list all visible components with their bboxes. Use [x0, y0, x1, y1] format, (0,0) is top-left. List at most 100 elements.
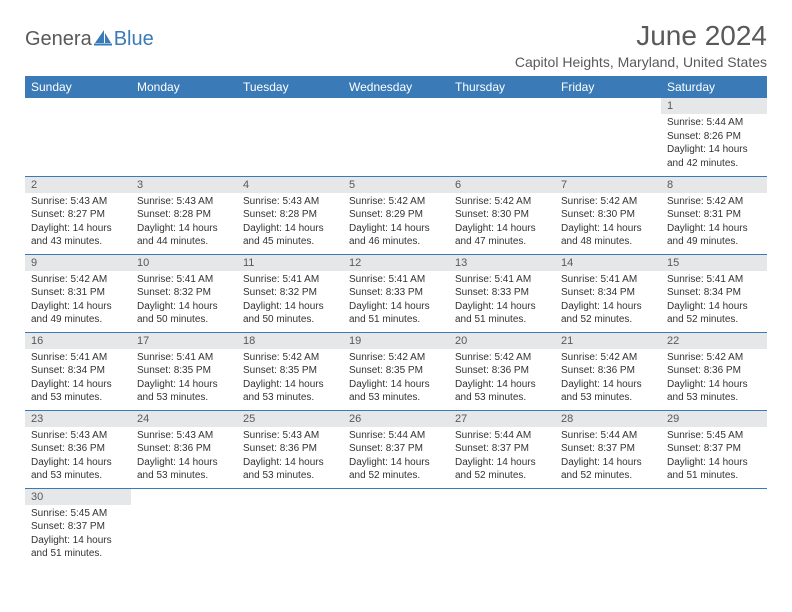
calendar-week: 9Sunrise: 5:42 AMSunset: 8:31 PMDaylight…	[25, 254, 767, 332]
weekday-header: Monday	[131, 76, 237, 98]
calendar-day: 17Sunrise: 5:41 AMSunset: 8:35 PMDayligh…	[131, 332, 237, 410]
day-number: 6	[449, 177, 555, 193]
day-details: Sunrise: 5:42 AMSunset: 8:35 PMDaylight:…	[237, 349, 343, 409]
calendar-body: 1Sunrise: 5:44 AMSunset: 8:26 PMDaylight…	[25, 98, 767, 566]
day-number: 4	[237, 177, 343, 193]
calendar-week: 16Sunrise: 5:41 AMSunset: 8:34 PMDayligh…	[25, 332, 767, 410]
calendar-day: 5Sunrise: 5:42 AMSunset: 8:29 PMDaylight…	[343, 176, 449, 254]
calendar-week: 23Sunrise: 5:43 AMSunset: 8:36 PMDayligh…	[25, 410, 767, 488]
calendar-day: 14Sunrise: 5:41 AMSunset: 8:34 PMDayligh…	[555, 254, 661, 332]
calendar-day: 28Sunrise: 5:44 AMSunset: 8:37 PMDayligh…	[555, 410, 661, 488]
calendar-day: 20Sunrise: 5:42 AMSunset: 8:36 PMDayligh…	[449, 332, 555, 410]
calendar-empty	[661, 488, 767, 566]
calendar-day: 3Sunrise: 5:43 AMSunset: 8:28 PMDaylight…	[131, 176, 237, 254]
calendar-week: 30Sunrise: 5:45 AMSunset: 8:37 PMDayligh…	[25, 488, 767, 566]
calendar-day: 12Sunrise: 5:41 AMSunset: 8:33 PMDayligh…	[343, 254, 449, 332]
day-details: Sunrise: 5:42 AMSunset: 8:31 PMDaylight:…	[661, 193, 767, 253]
calendar-day: 2Sunrise: 5:43 AMSunset: 8:27 PMDaylight…	[25, 176, 131, 254]
calendar-week: 2Sunrise: 5:43 AMSunset: 8:27 PMDaylight…	[25, 176, 767, 254]
calendar-day: 29Sunrise: 5:45 AMSunset: 8:37 PMDayligh…	[661, 410, 767, 488]
weekday-header: Tuesday	[237, 76, 343, 98]
day-number: 28	[555, 411, 661, 427]
day-number: 19	[343, 333, 449, 349]
day-number: 22	[661, 333, 767, 349]
day-details: Sunrise: 5:42 AMSunset: 8:35 PMDaylight:…	[343, 349, 449, 409]
day-details: Sunrise: 5:41 AMSunset: 8:33 PMDaylight:…	[449, 271, 555, 331]
weekday-header: Thursday	[449, 76, 555, 98]
calendar-day: 19Sunrise: 5:42 AMSunset: 8:35 PMDayligh…	[343, 332, 449, 410]
calendar-empty	[343, 488, 449, 566]
day-number: 8	[661, 177, 767, 193]
month-title: June 2024	[515, 20, 767, 52]
day-number: 24	[131, 411, 237, 427]
day-details: Sunrise: 5:42 AMSunset: 8:31 PMDaylight:…	[25, 271, 131, 331]
day-number: 11	[237, 255, 343, 271]
day-number: 13	[449, 255, 555, 271]
day-details: Sunrise: 5:43 AMSunset: 8:28 PMDaylight:…	[131, 193, 237, 253]
day-details: Sunrise: 5:41 AMSunset: 8:33 PMDaylight:…	[343, 271, 449, 331]
day-number: 26	[343, 411, 449, 427]
day-details: Sunrise: 5:41 AMSunset: 8:34 PMDaylight:…	[25, 349, 131, 409]
day-details: Sunrise: 5:42 AMSunset: 8:29 PMDaylight:…	[343, 193, 449, 253]
calendar-empty	[555, 488, 661, 566]
day-details: Sunrise: 5:45 AMSunset: 8:37 PMDaylight:…	[25, 505, 131, 565]
day-details: Sunrise: 5:41 AMSunset: 8:34 PMDaylight:…	[555, 271, 661, 331]
day-details: Sunrise: 5:42 AMSunset: 8:30 PMDaylight:…	[555, 193, 661, 253]
calendar-day: 16Sunrise: 5:41 AMSunset: 8:34 PMDayligh…	[25, 332, 131, 410]
calendar-day: 8Sunrise: 5:42 AMSunset: 8:31 PMDaylight…	[661, 176, 767, 254]
day-number: 23	[25, 411, 131, 427]
calendar-day: 24Sunrise: 5:43 AMSunset: 8:36 PMDayligh…	[131, 410, 237, 488]
day-number: 3	[131, 177, 237, 193]
day-details: Sunrise: 5:45 AMSunset: 8:37 PMDaylight:…	[661, 427, 767, 487]
day-details: Sunrise: 5:44 AMSunset: 8:26 PMDaylight:…	[661, 114, 767, 174]
calendar-day: 26Sunrise: 5:44 AMSunset: 8:37 PMDayligh…	[343, 410, 449, 488]
calendar-week: 1Sunrise: 5:44 AMSunset: 8:26 PMDaylight…	[25, 98, 767, 176]
day-details: Sunrise: 5:42 AMSunset: 8:36 PMDaylight:…	[661, 349, 767, 409]
brand-part1: Genera	[25, 28, 92, 51]
day-details: Sunrise: 5:44 AMSunset: 8:37 PMDaylight:…	[449, 427, 555, 487]
calendar-day: 4Sunrise: 5:43 AMSunset: 8:28 PMDaylight…	[237, 176, 343, 254]
day-details: Sunrise: 5:43 AMSunset: 8:36 PMDaylight:…	[131, 427, 237, 487]
weekday-header: Friday	[555, 76, 661, 98]
day-details: Sunrise: 5:42 AMSunset: 8:30 PMDaylight:…	[449, 193, 555, 253]
day-details: Sunrise: 5:44 AMSunset: 8:37 PMDaylight:…	[343, 427, 449, 487]
day-details: Sunrise: 5:43 AMSunset: 8:27 PMDaylight:…	[25, 193, 131, 253]
day-details: Sunrise: 5:43 AMSunset: 8:36 PMDaylight:…	[237, 427, 343, 487]
calendar-day: 9Sunrise: 5:42 AMSunset: 8:31 PMDaylight…	[25, 254, 131, 332]
day-details: Sunrise: 5:41 AMSunset: 8:32 PMDaylight:…	[237, 271, 343, 331]
day-details: Sunrise: 5:44 AMSunset: 8:37 PMDaylight:…	[555, 427, 661, 487]
calendar-head: SundayMondayTuesdayWednesdayThursdayFrid…	[25, 76, 767, 98]
brand-logo: Genera Blue	[25, 28, 154, 51]
day-number: 16	[25, 333, 131, 349]
calendar-table: SundayMondayTuesdayWednesdayThursdayFrid…	[25, 76, 767, 566]
day-number: 25	[237, 411, 343, 427]
calendar-empty	[343, 98, 449, 176]
calendar-day: 23Sunrise: 5:43 AMSunset: 8:36 PMDayligh…	[25, 410, 131, 488]
day-details: Sunrise: 5:41 AMSunset: 8:32 PMDaylight:…	[131, 271, 237, 331]
day-number: 14	[555, 255, 661, 271]
calendar-empty	[237, 488, 343, 566]
day-number: 2	[25, 177, 131, 193]
weekday-header: Saturday	[661, 76, 767, 98]
day-number: 17	[131, 333, 237, 349]
weekday-row: SundayMondayTuesdayWednesdayThursdayFrid…	[25, 76, 767, 98]
day-number: 21	[555, 333, 661, 349]
calendar-day: 15Sunrise: 5:41 AMSunset: 8:34 PMDayligh…	[661, 254, 767, 332]
calendar-day: 11Sunrise: 5:41 AMSunset: 8:32 PMDayligh…	[237, 254, 343, 332]
day-details: Sunrise: 5:41 AMSunset: 8:34 PMDaylight:…	[661, 271, 767, 331]
day-number: 7	[555, 177, 661, 193]
calendar-day: 25Sunrise: 5:43 AMSunset: 8:36 PMDayligh…	[237, 410, 343, 488]
calendar-day: 6Sunrise: 5:42 AMSunset: 8:30 PMDaylight…	[449, 176, 555, 254]
day-number: 15	[661, 255, 767, 271]
calendar-day: 10Sunrise: 5:41 AMSunset: 8:32 PMDayligh…	[131, 254, 237, 332]
day-details: Sunrise: 5:43 AMSunset: 8:36 PMDaylight:…	[25, 427, 131, 487]
calendar-day: 1Sunrise: 5:44 AMSunset: 8:26 PMDaylight…	[661, 98, 767, 176]
calendar-day: 13Sunrise: 5:41 AMSunset: 8:33 PMDayligh…	[449, 254, 555, 332]
day-number: 18	[237, 333, 343, 349]
calendar-day: 22Sunrise: 5:42 AMSunset: 8:36 PMDayligh…	[661, 332, 767, 410]
calendar-empty	[237, 98, 343, 176]
location-text: Capitol Heights, Maryland, United States	[515, 54, 767, 70]
day-details: Sunrise: 5:43 AMSunset: 8:28 PMDaylight:…	[237, 193, 343, 253]
weekday-header: Sunday	[25, 76, 131, 98]
calendar-empty	[555, 98, 661, 176]
